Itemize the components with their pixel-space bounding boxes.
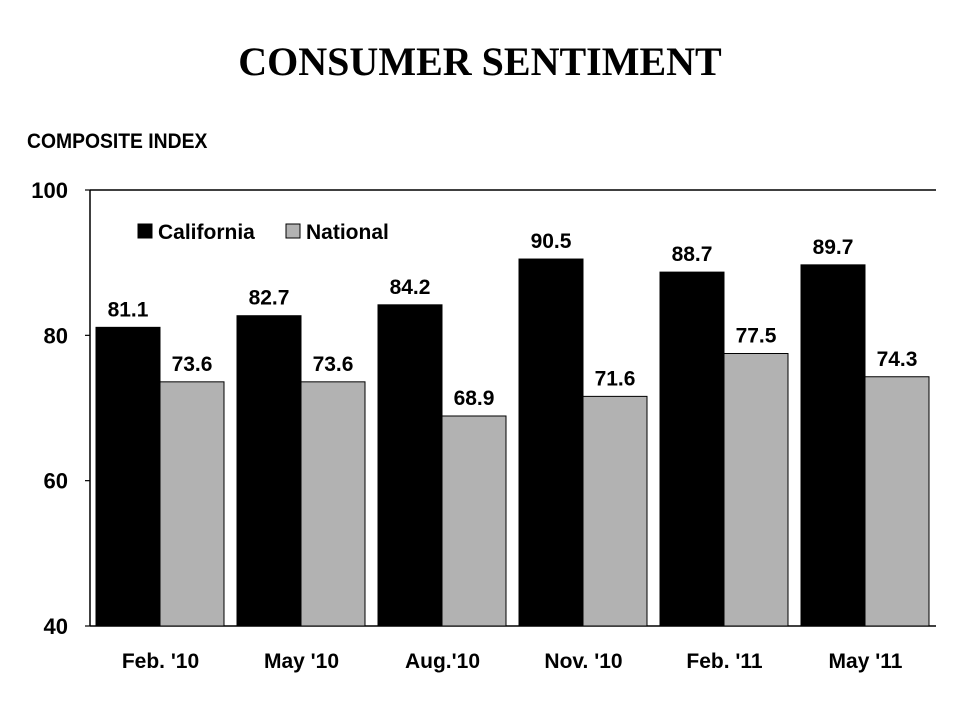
y-tick-label: 60 xyxy=(44,469,68,494)
bar-california xyxy=(95,326,161,627)
legend-swatch-national xyxy=(285,223,301,239)
bar-california xyxy=(800,264,866,627)
bar-national xyxy=(864,376,930,627)
x-tick-label: May '11 xyxy=(829,650,903,673)
x-tick-label: Feb. '10 xyxy=(122,650,199,673)
bar-california xyxy=(377,304,443,627)
y-tick-label: 40 xyxy=(44,614,68,639)
data-label: 81.1 xyxy=(108,298,149,321)
bar-national xyxy=(300,381,366,627)
y-tick-label: 80 xyxy=(44,323,68,348)
data-label: 74.3 xyxy=(877,348,918,371)
data-label: 84.2 xyxy=(390,276,431,299)
x-tick-label: Feb. '11 xyxy=(686,650,763,673)
y-tick-label: 100 xyxy=(31,178,68,203)
bar-national xyxy=(582,395,648,627)
data-label: 82.7 xyxy=(249,287,290,310)
data-label: 89.7 xyxy=(813,236,854,259)
bar-national xyxy=(723,353,789,627)
legend-label-california: California xyxy=(158,221,255,244)
data-label: 88.7 xyxy=(672,243,713,266)
x-tick-label: Nov. '10 xyxy=(544,650,622,673)
legend-label-national: National xyxy=(306,221,389,244)
bar-national xyxy=(159,381,225,627)
x-tick-label: May '10 xyxy=(264,650,339,673)
data-label: 73.6 xyxy=(313,353,354,376)
data-label: 68.9 xyxy=(454,387,495,410)
data-label: 90.5 xyxy=(531,230,572,253)
chart-title: CONSUMER SENTIMENT xyxy=(238,39,722,84)
bar-california xyxy=(518,258,584,627)
data-label: 77.5 xyxy=(736,325,777,348)
y-axis-label: COMPOSITE INDEX xyxy=(27,130,208,153)
x-tick-label: Aug.'10 xyxy=(405,650,480,673)
bar-national xyxy=(441,415,507,627)
data-label: 73.6 xyxy=(172,353,213,376)
bar-california xyxy=(236,315,302,627)
data-label: 71.6 xyxy=(595,367,636,390)
legend-swatch-california xyxy=(137,223,153,239)
bar-california xyxy=(659,271,725,627)
